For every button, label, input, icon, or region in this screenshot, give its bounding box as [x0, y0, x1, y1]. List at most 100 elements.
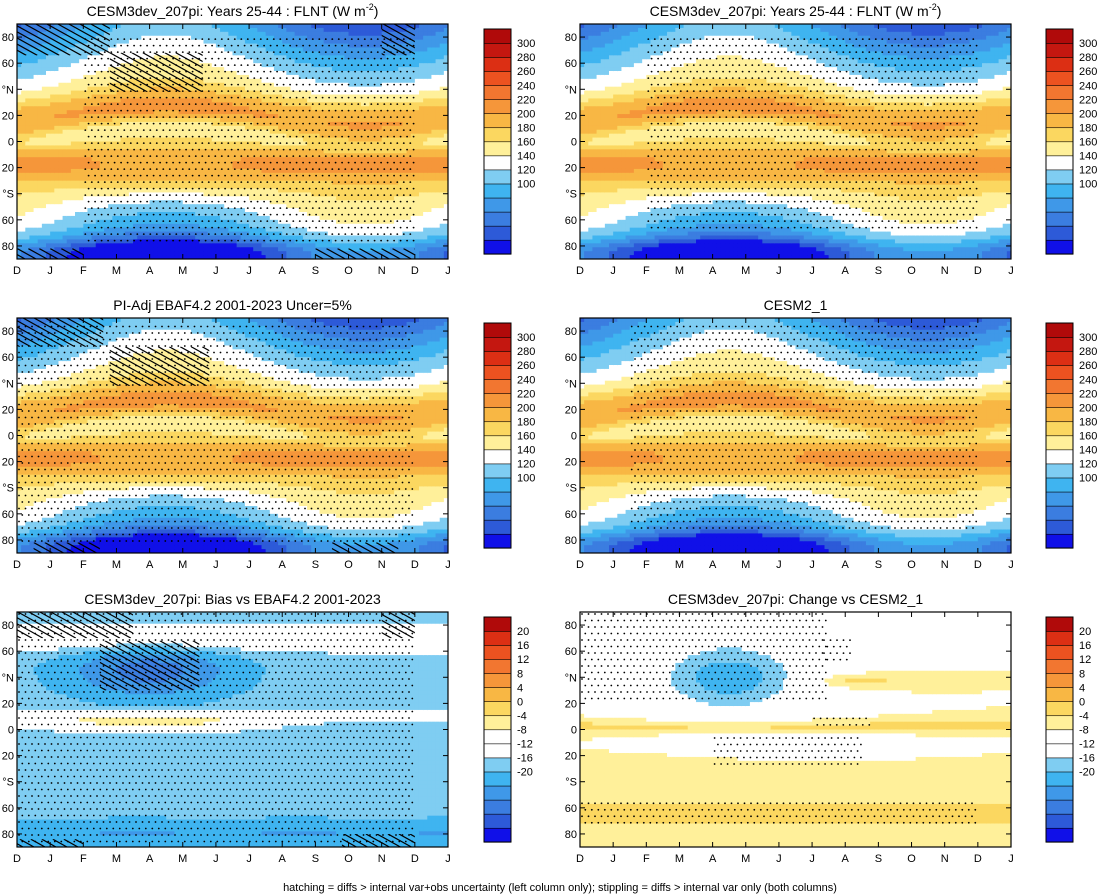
heatmap-cell: [323, 129, 329, 135]
heatmap-cell: [348, 78, 354, 84]
heatmap-cell: [253, 172, 258, 178]
heatmap-cell: [282, 247, 287, 252]
heatmap-cell: [232, 219, 238, 225]
heatmap-cell: [91, 212, 97, 217]
heatmap-cell: [278, 255, 283, 259]
heatmap-cell: [116, 227, 122, 233]
heatmap-cell: [37, 165, 43, 170]
heatmap-cell: [25, 141, 31, 147]
heatmap-cell: [360, 43, 366, 49]
heatmap-cell: [174, 43, 180, 49]
heatmap-cell: [307, 51, 312, 56]
heatmap-cell: [331, 74, 337, 80]
heatmap-cell: [29, 35, 35, 41]
heatmap-cell: [282, 78, 287, 84]
heatmap-cell: [17, 227, 22, 233]
heatmap-cell: [128, 219, 134, 225]
heatmap-cell: [33, 235, 39, 241]
heatmap-cell: [87, 212, 93, 217]
heatmap-cell: [315, 78, 321, 84]
heatmap-cell: [298, 219, 304, 225]
heatmap-cell: [145, 24, 151, 29]
heatmap-cell: [240, 110, 246, 115]
heatmap-cell: [83, 168, 89, 174]
heatmap-cell: [294, 110, 300, 115]
heatmap-cell: [331, 180, 337, 186]
heatmap-cell: [207, 137, 213, 143]
heatmap-cell: [286, 94, 292, 100]
heatmap-cell: [182, 235, 188, 241]
heatmap-cell: [21, 196, 26, 201]
heatmap-cell: [37, 106, 43, 111]
heatmap-cell: [261, 243, 267, 248]
heatmap-cell: [282, 55, 287, 60]
heatmap-cell: [70, 118, 76, 123]
heatmap-cell: [170, 106, 176, 111]
heatmap-cell: [128, 67, 134, 72]
heatmap-cell: [261, 35, 267, 41]
heatmap-cell: [224, 255, 229, 259]
heatmap-cell: [356, 118, 362, 123]
heatmap-cell: [166, 133, 171, 139]
heatmap-cell: [58, 86, 64, 92]
heatmap-cell: [265, 39, 271, 45]
heatmap-cell: [178, 153, 184, 158]
heatmap-cell: [215, 196, 221, 201]
heatmap-cell: [149, 43, 155, 49]
heatmap-cell: [95, 184, 101, 190]
heatmap-cell: [137, 31, 142, 37]
heatmap-cell: [17, 82, 22, 88]
heatmap-cell: [70, 200, 76, 205]
heatmap-cell: [79, 239, 84, 244]
heatmap-cell: [174, 94, 180, 100]
heatmap-cell: [191, 86, 196, 92]
heatmap-cell: [70, 223, 76, 229]
heatmap-cell: [282, 180, 287, 186]
heatmap-cell: [352, 157, 358, 162]
heatmap-cell: [95, 200, 101, 205]
heatmap-cell: [83, 219, 89, 225]
heatmap-cell: [244, 31, 250, 37]
heatmap-cell: [286, 227, 292, 233]
heatmap-cell: [207, 184, 213, 190]
heatmap-cell: [21, 121, 26, 127]
heatmap-cell: [265, 74, 271, 80]
heatmap-cell: [17, 59, 22, 64]
heatmap-cell: [66, 235, 72, 241]
heatmap-cell: [331, 141, 337, 147]
heatmap-cell: [162, 251, 167, 256]
heatmap-cell: [257, 55, 263, 60]
heatmap-cell: [286, 184, 292, 190]
heatmap-cell: [83, 200, 89, 205]
heatmap-cell: [33, 118, 39, 123]
heatmap-cell: [319, 141, 325, 147]
heatmap-cell: [33, 212, 39, 217]
heatmap-cell: [340, 94, 345, 100]
heatmap-cell: [232, 255, 238, 259]
heatmap-cell: [207, 27, 213, 33]
heatmap-cell: [228, 71, 234, 76]
heatmap-cell: [50, 27, 55, 33]
heatmap-cell: [286, 51, 292, 56]
heatmap-cell: [294, 118, 300, 123]
heatmap-cell: [182, 180, 188, 186]
heatmap-cell: [356, 129, 362, 135]
heatmap-cell: [133, 239, 138, 244]
heatmap-cell: [348, 223, 354, 229]
heatmap-cell: [50, 31, 55, 37]
heatmap-cell: [311, 110, 316, 115]
heatmap-cell: [157, 223, 163, 229]
heatmap-cell: [99, 192, 105, 197]
heatmap-cell: [331, 71, 337, 76]
heatmap-cell: [352, 200, 358, 205]
heatmap-cell: [302, 200, 308, 205]
heatmap-cell: [174, 161, 180, 166]
heatmap-cell: [170, 71, 176, 76]
heatmap-cell: [352, 208, 358, 213]
heatmap-cell: [311, 215, 316, 221]
heatmap-cell: [83, 55, 89, 60]
heatmap-cell: [186, 31, 192, 37]
heatmap-cell: [224, 110, 229, 115]
heatmap-cell: [37, 137, 43, 143]
heatmap-cell: [356, 141, 362, 147]
